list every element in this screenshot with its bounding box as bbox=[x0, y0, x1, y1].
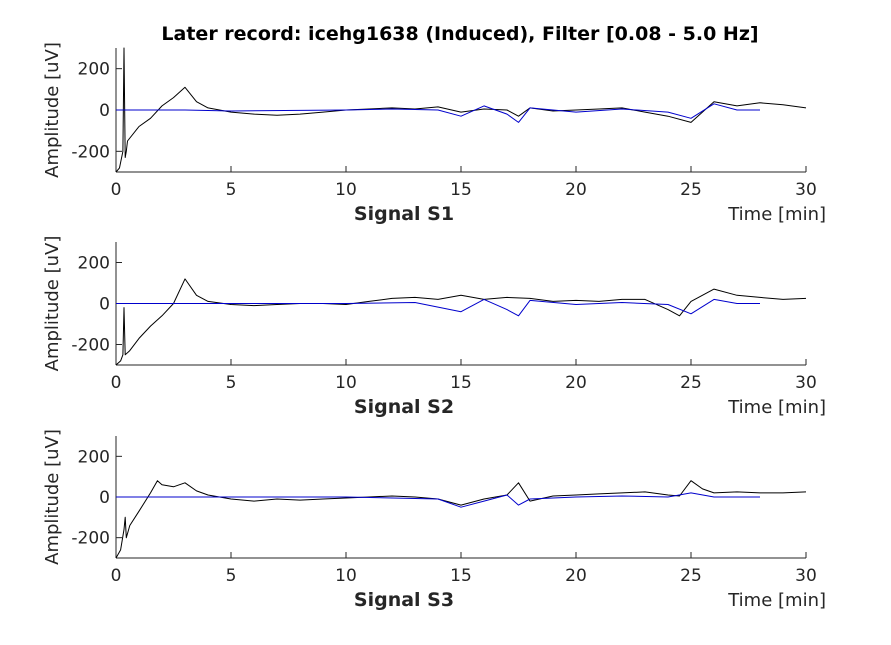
x-tick-label: 15 bbox=[450, 180, 472, 200]
x-tick-label: 0 bbox=[111, 373, 122, 393]
y-tick-label: -200 bbox=[71, 529, 110, 549]
series-line-1 bbox=[115, 278, 807, 366]
series-line-2 bbox=[116, 492, 760, 508]
series-line-2 bbox=[116, 298, 760, 317]
y-tick-label: 200 bbox=[78, 60, 110, 80]
x-tick-label: 15 bbox=[450, 566, 472, 586]
x-tick-label: 10 bbox=[335, 180, 357, 200]
panel-subtitle: Signal S3 bbox=[354, 589, 454, 611]
x-tick-label: 20 bbox=[565, 566, 587, 586]
x-tick-label: 30 bbox=[795, 566, 817, 586]
series-line-1 bbox=[115, 47, 807, 173]
x-tick-label: 0 bbox=[111, 566, 122, 586]
x-tick-label: 20 bbox=[565, 180, 587, 200]
x-tick-label: 5 bbox=[226, 373, 237, 393]
y-tick-label: 200 bbox=[78, 447, 110, 467]
x-axis-label: Time [min] bbox=[727, 204, 826, 225]
y-axis-label: Amplitude [uV] bbox=[42, 42, 63, 178]
x-tick-label: 10 bbox=[335, 566, 357, 586]
y-tick-label: 200 bbox=[78, 254, 110, 274]
y-tick-label: 0 bbox=[99, 488, 110, 508]
x-tick-label: 30 bbox=[795, 373, 817, 393]
x-axis-label: Time [min] bbox=[727, 590, 826, 611]
series-line-2 bbox=[116, 103, 760, 123]
x-tick-label: 0 bbox=[111, 180, 122, 200]
y-axis-label: Amplitude [uV] bbox=[42, 429, 63, 565]
x-tick-label: 20 bbox=[565, 373, 587, 393]
y-tick-label: 0 bbox=[99, 101, 110, 121]
y-tick-label: -200 bbox=[71, 336, 110, 356]
x-tick-label: 5 bbox=[226, 180, 237, 200]
x-tick-label: 25 bbox=[680, 180, 702, 200]
y-tick-label: 0 bbox=[99, 295, 110, 315]
figure-title: Later record: icehg1638 (Induced), Filte… bbox=[161, 23, 758, 45]
y-tick-label: -200 bbox=[71, 142, 110, 162]
x-tick-label: 25 bbox=[680, 373, 702, 393]
x-axis-label: Time [min] bbox=[727, 397, 826, 418]
x-tick-label: 25 bbox=[680, 566, 702, 586]
panel-subtitle: Signal S2 bbox=[354, 396, 454, 418]
y-axis-label: Amplitude [uV] bbox=[42, 236, 63, 372]
x-tick-label: 10 bbox=[335, 373, 357, 393]
series-line-1 bbox=[115, 480, 807, 559]
x-tick-label: 15 bbox=[450, 373, 472, 393]
panel-subtitle: Signal S1 bbox=[354, 203, 454, 225]
x-tick-label: 30 bbox=[795, 180, 817, 200]
x-tick-label: 5 bbox=[226, 566, 237, 586]
